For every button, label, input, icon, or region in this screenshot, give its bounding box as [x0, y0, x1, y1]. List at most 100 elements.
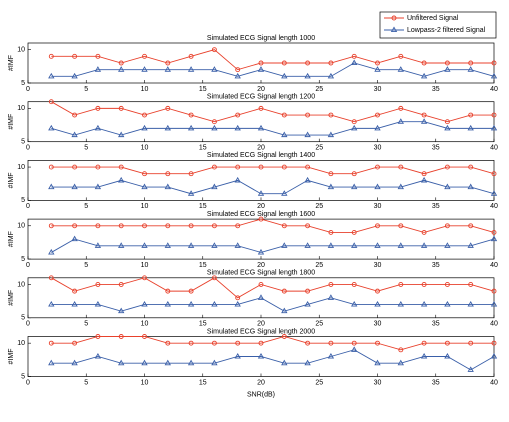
marker	[164, 183, 171, 190]
marker	[71, 131, 78, 138]
marker	[281, 242, 288, 248]
marker	[235, 340, 241, 346]
marker	[327, 294, 335, 300]
x-tick-label: 15	[199, 86, 207, 93]
marker	[328, 229, 334, 235]
marker	[444, 223, 450, 229]
marker	[258, 340, 264, 346]
series-line	[51, 297, 494, 312]
x-tick-label: 20	[257, 379, 265, 386]
marker	[468, 60, 474, 66]
marker	[72, 288, 78, 294]
marker	[490, 352, 498, 359]
series-line	[51, 62, 495, 77]
marker	[421, 282, 427, 287]
y-axis-label: #IMF	[8, 55, 15, 71]
marker	[187, 300, 195, 307]
marker	[444, 242, 451, 248]
x-tick-label: 30	[374, 321, 382, 328]
marker	[211, 340, 217, 346]
marker	[467, 183, 474, 190]
marker	[444, 119, 450, 125]
marker	[351, 183, 358, 190]
marker	[48, 359, 55, 366]
x-tick-label: 40	[490, 379, 498, 386]
subplot-title: Simulated ECG Signal length 2000	[207, 328, 315, 335]
marker	[351, 119, 357, 125]
marker	[211, 164, 217, 170]
marker	[165, 105, 171, 111]
marker	[351, 124, 358, 131]
x-tick-label: 20	[257, 262, 265, 269]
marker	[211, 300, 218, 307]
legend-marker	[390, 26, 398, 33]
marker	[95, 164, 101, 170]
x-tick-label: 5	[84, 321, 88, 328]
x-tick-label: 5	[84, 203, 88, 210]
marker	[398, 105, 404, 111]
y-tick-label: 10	[17, 340, 25, 347]
marker	[188, 112, 194, 118]
marker	[397, 300, 404, 307]
x-tick-label: 40	[490, 145, 498, 152]
x-tick-label: 25	[315, 321, 323, 328]
marker	[421, 112, 427, 118]
x-tick-label: 25	[315, 145, 323, 152]
marker	[257, 190, 265, 196]
marker	[142, 112, 147, 118]
marker	[211, 223, 217, 229]
marker	[118, 176, 125, 183]
marker	[398, 282, 404, 287]
marker	[351, 346, 358, 352]
marker	[420, 300, 428, 307]
marker	[211, 183, 218, 190]
marker	[258, 216, 264, 222]
marker	[374, 66, 381, 72]
marker	[327, 352, 335, 359]
x-axis-label: SNR(dB)	[247, 391, 275, 398]
marker	[421, 229, 427, 235]
x-tick-label: 25	[315, 262, 323, 269]
marker	[71, 300, 78, 307]
marker	[398, 164, 404, 170]
plot-area	[27, 218, 495, 260]
marker	[374, 183, 381, 190]
marker	[397, 118, 404, 124]
x-tick-label: 40	[490, 203, 498, 210]
y-axis-label: #IMF	[8, 231, 15, 247]
marker	[491, 340, 497, 346]
marker	[235, 295, 241, 301]
marker	[118, 164, 124, 170]
series-line	[51, 277, 495, 299]
marker	[375, 340, 380, 346]
marker	[281, 131, 288, 138]
marker	[305, 223, 311, 229]
x-tick-label: 35	[432, 86, 440, 93]
marker	[188, 223, 194, 229]
marker	[71, 72, 78, 79]
marker	[48, 340, 54, 346]
x-tick-label: 0	[26, 379, 30, 386]
marker	[48, 275, 54, 281]
y-tick-label: 10	[17, 223, 25, 230]
marker	[94, 183, 102, 190]
marker	[257, 66, 265, 72]
marker	[351, 229, 357, 235]
marker	[351, 242, 358, 248]
marker	[234, 124, 241, 131]
x-tick-label: 15	[199, 321, 207, 328]
marker	[305, 288, 311, 294]
marker	[304, 72, 311, 79]
marker	[258, 282, 264, 287]
x-tick-label: 0	[26, 86, 30, 93]
marker	[420, 118, 428, 124]
marker	[374, 242, 381, 248]
marker	[281, 164, 287, 170]
marker	[141, 183, 148, 190]
x-tick-label: 30	[374, 203, 382, 210]
marker	[467, 242, 474, 248]
marker	[281, 60, 287, 66]
marker	[187, 66, 195, 72]
marker	[281, 190, 288, 196]
